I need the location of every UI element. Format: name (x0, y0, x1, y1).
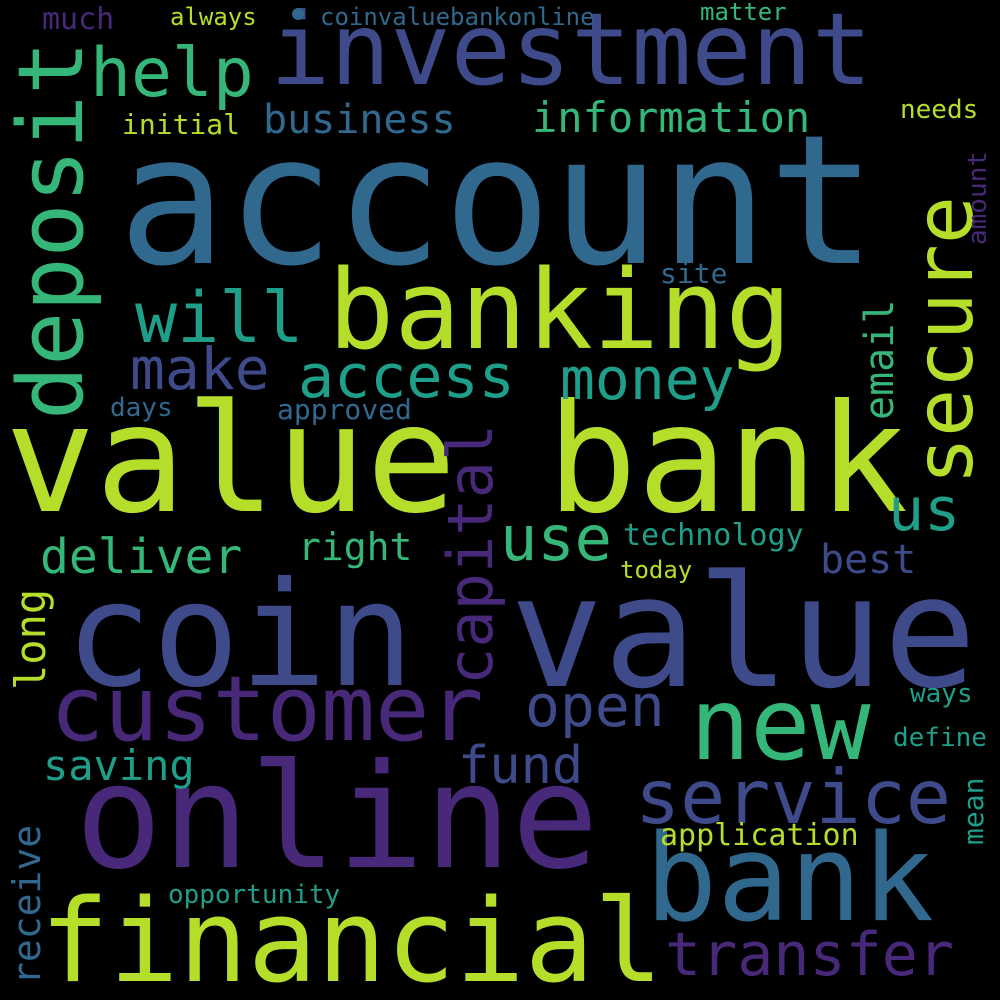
word-access: access (298, 342, 515, 412)
word-investment: investment (270, 0, 873, 108)
word-site: site (660, 257, 728, 290)
word-saving: saving (43, 741, 195, 790)
word-needs: needs (900, 95, 979, 125)
word-use: use (500, 502, 612, 575)
word-mean: mean (957, 777, 990, 845)
word-transfer: transfer (665, 920, 954, 990)
word-deposit: deposit (0, 40, 104, 420)
word-technology: technology (623, 518, 804, 553)
word-right: right (298, 525, 413, 569)
word-matter: matter (700, 0, 787, 26)
word-much: much (42, 2, 115, 37)
word-will: will (135, 277, 304, 359)
word-ways: ways (910, 679, 973, 709)
word-banking: banking (328, 246, 792, 374)
word-value-bank: value bank (5, 373, 909, 547)
word-customer: customer (50, 657, 484, 762)
word-business: business (263, 97, 456, 143)
word-value: value (510, 542, 977, 723)
word-days: days (110, 393, 173, 423)
word-amount: amount (963, 151, 993, 245)
word-long: long (6, 588, 55, 690)
word-new: new (690, 666, 871, 783)
word-help: help (90, 34, 254, 113)
word-opportunity: opportunity (168, 880, 341, 910)
word-service: service (635, 753, 952, 841)
word-initial: initial (122, 108, 241, 141)
word-capital: capital (434, 423, 507, 685)
word-define: define (893, 723, 987, 753)
word-us: us (888, 475, 961, 545)
period-mark (292, 8, 304, 20)
word-coin: coin (65, 551, 415, 720)
word-receive: receive (5, 824, 49, 985)
word-account: account (118, 97, 877, 306)
word-bank: bank (645, 810, 934, 949)
word-open: open (525, 672, 665, 740)
word-today: today (620, 556, 693, 584)
word-information: information (532, 93, 811, 142)
word-deliver: deliver (40, 529, 243, 585)
word-best: best (820, 537, 917, 583)
word-approved: approved (277, 393, 412, 426)
word-coinvaluebankonline: coinvaluebankonline (320, 3, 595, 31)
word-fund: fund (458, 736, 584, 796)
word-application: application (660, 818, 859, 853)
word-money: money (560, 345, 735, 413)
word-online: online (75, 733, 599, 902)
word-email: email (857, 299, 903, 420)
word-make: make (130, 335, 270, 403)
word-always: always (170, 3, 257, 31)
word-financial: financial (40, 875, 664, 1000)
